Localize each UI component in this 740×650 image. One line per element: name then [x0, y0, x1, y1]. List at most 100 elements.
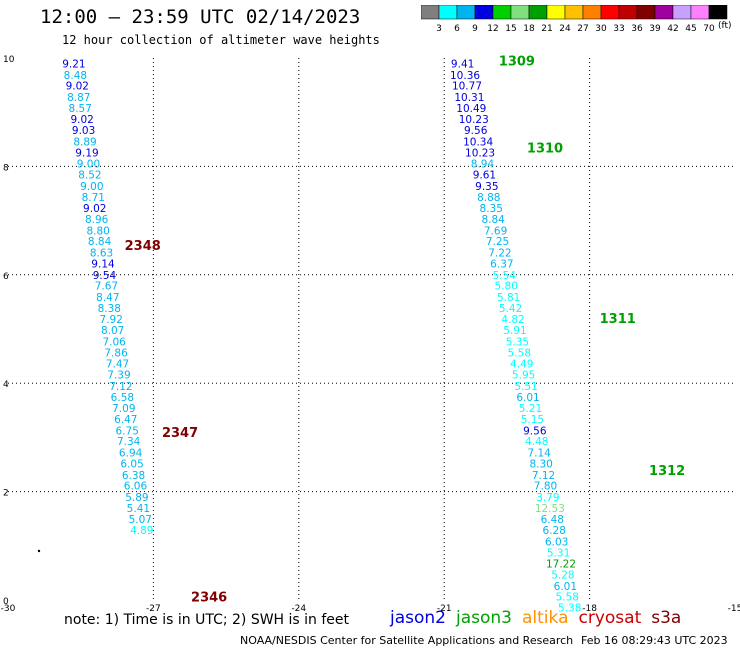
colorbar-label: 39: [649, 24, 661, 34]
wave-height-label: 5.21: [519, 403, 542, 415]
wave-height-label: 7.25: [486, 236, 509, 248]
wave-height-label: 9.54: [93, 270, 117, 282]
colorbar-label: 3: [436, 24, 442, 34]
wave-height-label: 8.47: [96, 292, 119, 304]
pass-id-label: 1310: [527, 141, 563, 156]
wave-height-label: 5.58: [508, 347, 531, 359]
wave-height-label: 7.39: [107, 370, 130, 382]
x-tick-label: -18: [582, 604, 597, 614]
wave-height-label: 5.28: [551, 570, 574, 582]
wave-height-label: 10.31: [454, 92, 484, 104]
legend-entry-altika: altika: [522, 608, 569, 628]
wave-height-label: 5.41: [127, 503, 150, 515]
wave-height-label: 5.07: [129, 514, 152, 526]
colorbar-label: 9: [472, 24, 478, 34]
wave-height-label: 5.91: [503, 325, 526, 337]
wave-height-label: 4.48: [525, 436, 548, 448]
wave-height-label: 6.03: [545, 536, 568, 548]
wave-height-label: 8.52: [78, 170, 101, 182]
wave-height-label: 6.75: [116, 425, 139, 437]
wave-height-label: 8.48: [64, 70, 87, 82]
wave-height-label: 3.79: [536, 492, 559, 504]
wave-height-label: 9.19: [75, 147, 98, 159]
wave-height-label: 7.47: [106, 359, 129, 371]
wave-height-label: 6.48: [541, 514, 564, 526]
y-tick-label: 6: [3, 272, 9, 282]
wave-height-label: 8.80: [86, 225, 109, 237]
wave-height-label: 12.53: [535, 503, 565, 515]
wave-height-label: 9.56: [464, 125, 488, 137]
wave-height-label: 6.58: [111, 392, 134, 404]
colorbar-label: 12: [487, 24, 498, 34]
wave-height-label: 5.31: [547, 547, 570, 559]
y-tick-label: 2: [3, 489, 9, 499]
wave-height-label: 7.86: [104, 347, 128, 359]
wave-height-label: 6.37: [490, 258, 513, 270]
y-tick-label: 4: [3, 380, 9, 390]
colorbar-label: 42: [667, 24, 678, 34]
wave-height-label: 10.77: [452, 81, 482, 93]
wave-height-label: 5.35: [506, 336, 529, 348]
wave-height-label: 9.00: [80, 181, 103, 193]
wave-height-label: 10.23: [459, 114, 489, 126]
colorbar: 3 6 9 12 15 18 21 24 27 30 33 36 39 42 45 70: [421, 5, 728, 34]
wave-height-label: 9.41: [451, 58, 474, 70]
wave-height-label: 6.05: [120, 458, 143, 470]
y-tick-label: 10: [3, 55, 15, 65]
wave-height-label: 9.35: [475, 181, 498, 193]
colorbar-label: 27: [577, 24, 588, 34]
colorbar-label: 15: [505, 24, 516, 34]
wave-height-label: 7.12: [109, 381, 132, 393]
wave-height-label: 7.67: [95, 281, 118, 293]
wave-height-label: 9.61: [473, 170, 496, 182]
wave-height-label: 9.02: [70, 114, 93, 126]
wave-height-label: 8.57: [69, 103, 92, 115]
legend-entry-cryosat: cryosat: [578, 608, 642, 628]
wave-height-label: 7.12: [532, 470, 555, 482]
colorbar-label: 33: [613, 24, 624, 34]
wave-height-label: 17.22: [546, 559, 576, 571]
wave-height-label: 5.95: [512, 370, 535, 382]
wave-height-label: 8.35: [480, 203, 503, 215]
wave-height-label: 5.54: [493, 270, 517, 282]
wave-height-label: 5.38: [558, 603, 581, 615]
x-tick-label: -30: [1, 604, 16, 614]
wave-height-label: 8.71: [82, 192, 105, 204]
wave-height-label: 10.49: [456, 103, 486, 115]
credit-timestamp: Feb 16 08:29:43 UTC 2023: [581, 634, 728, 647]
wave-height-label: 8.94: [471, 159, 495, 171]
colorbar-swatch: [708, 5, 728, 20]
wave-height-label: 8.30: [529, 458, 552, 470]
wave-height-label: 6.94: [119, 448, 143, 460]
colorbar-label: 24: [559, 24, 571, 34]
wave-height-label: 9.00: [77, 159, 100, 171]
x-tick-label: -27: [146, 604, 161, 614]
wave-height-label: 5.80: [495, 281, 518, 293]
satellite-legend: jason2 jason3 altika cryosat s3a: [390, 608, 691, 628]
wave-height-label: 8.84: [88, 236, 112, 248]
wave-height-label: 5.42: [499, 303, 522, 315]
wave-height-label: 7.80: [534, 481, 557, 493]
wave-height-label: 5.89: [125, 492, 148, 504]
wave-height-label: 8.38: [98, 303, 121, 315]
wave-height-label: 8.63: [90, 248, 113, 260]
colorbar-label: 70: [703, 24, 715, 34]
wave-height-label: 10.36: [450, 70, 480, 82]
colorbar-label: 21: [541, 24, 552, 34]
wave-height-label: 8.84: [481, 214, 505, 226]
x-tick-label: -15: [728, 604, 740, 614]
chart-subtitle: 12 hour collection of altimeter wave hei…: [62, 33, 380, 47]
wave-height-label: 6.01: [516, 392, 539, 404]
wave-height-label: 8.07: [101, 325, 124, 337]
wave-height-label: 6.01: [554, 581, 577, 593]
wave-height-label: 7.92: [100, 314, 123, 326]
x-tick-label: -21: [437, 604, 452, 614]
wave-height-label: 7.34: [117, 436, 141, 448]
pass-id-label: 1311: [600, 312, 636, 327]
wave-height-label: 8.89: [73, 136, 96, 148]
wave-height-label: 6.06: [124, 481, 148, 493]
footer-note: note: 1) Time is in UTC; 2) SWH is in fe…: [64, 612, 350, 628]
pass-id-label: 1312: [649, 464, 685, 479]
pass-id-label: 2347: [162, 426, 198, 441]
